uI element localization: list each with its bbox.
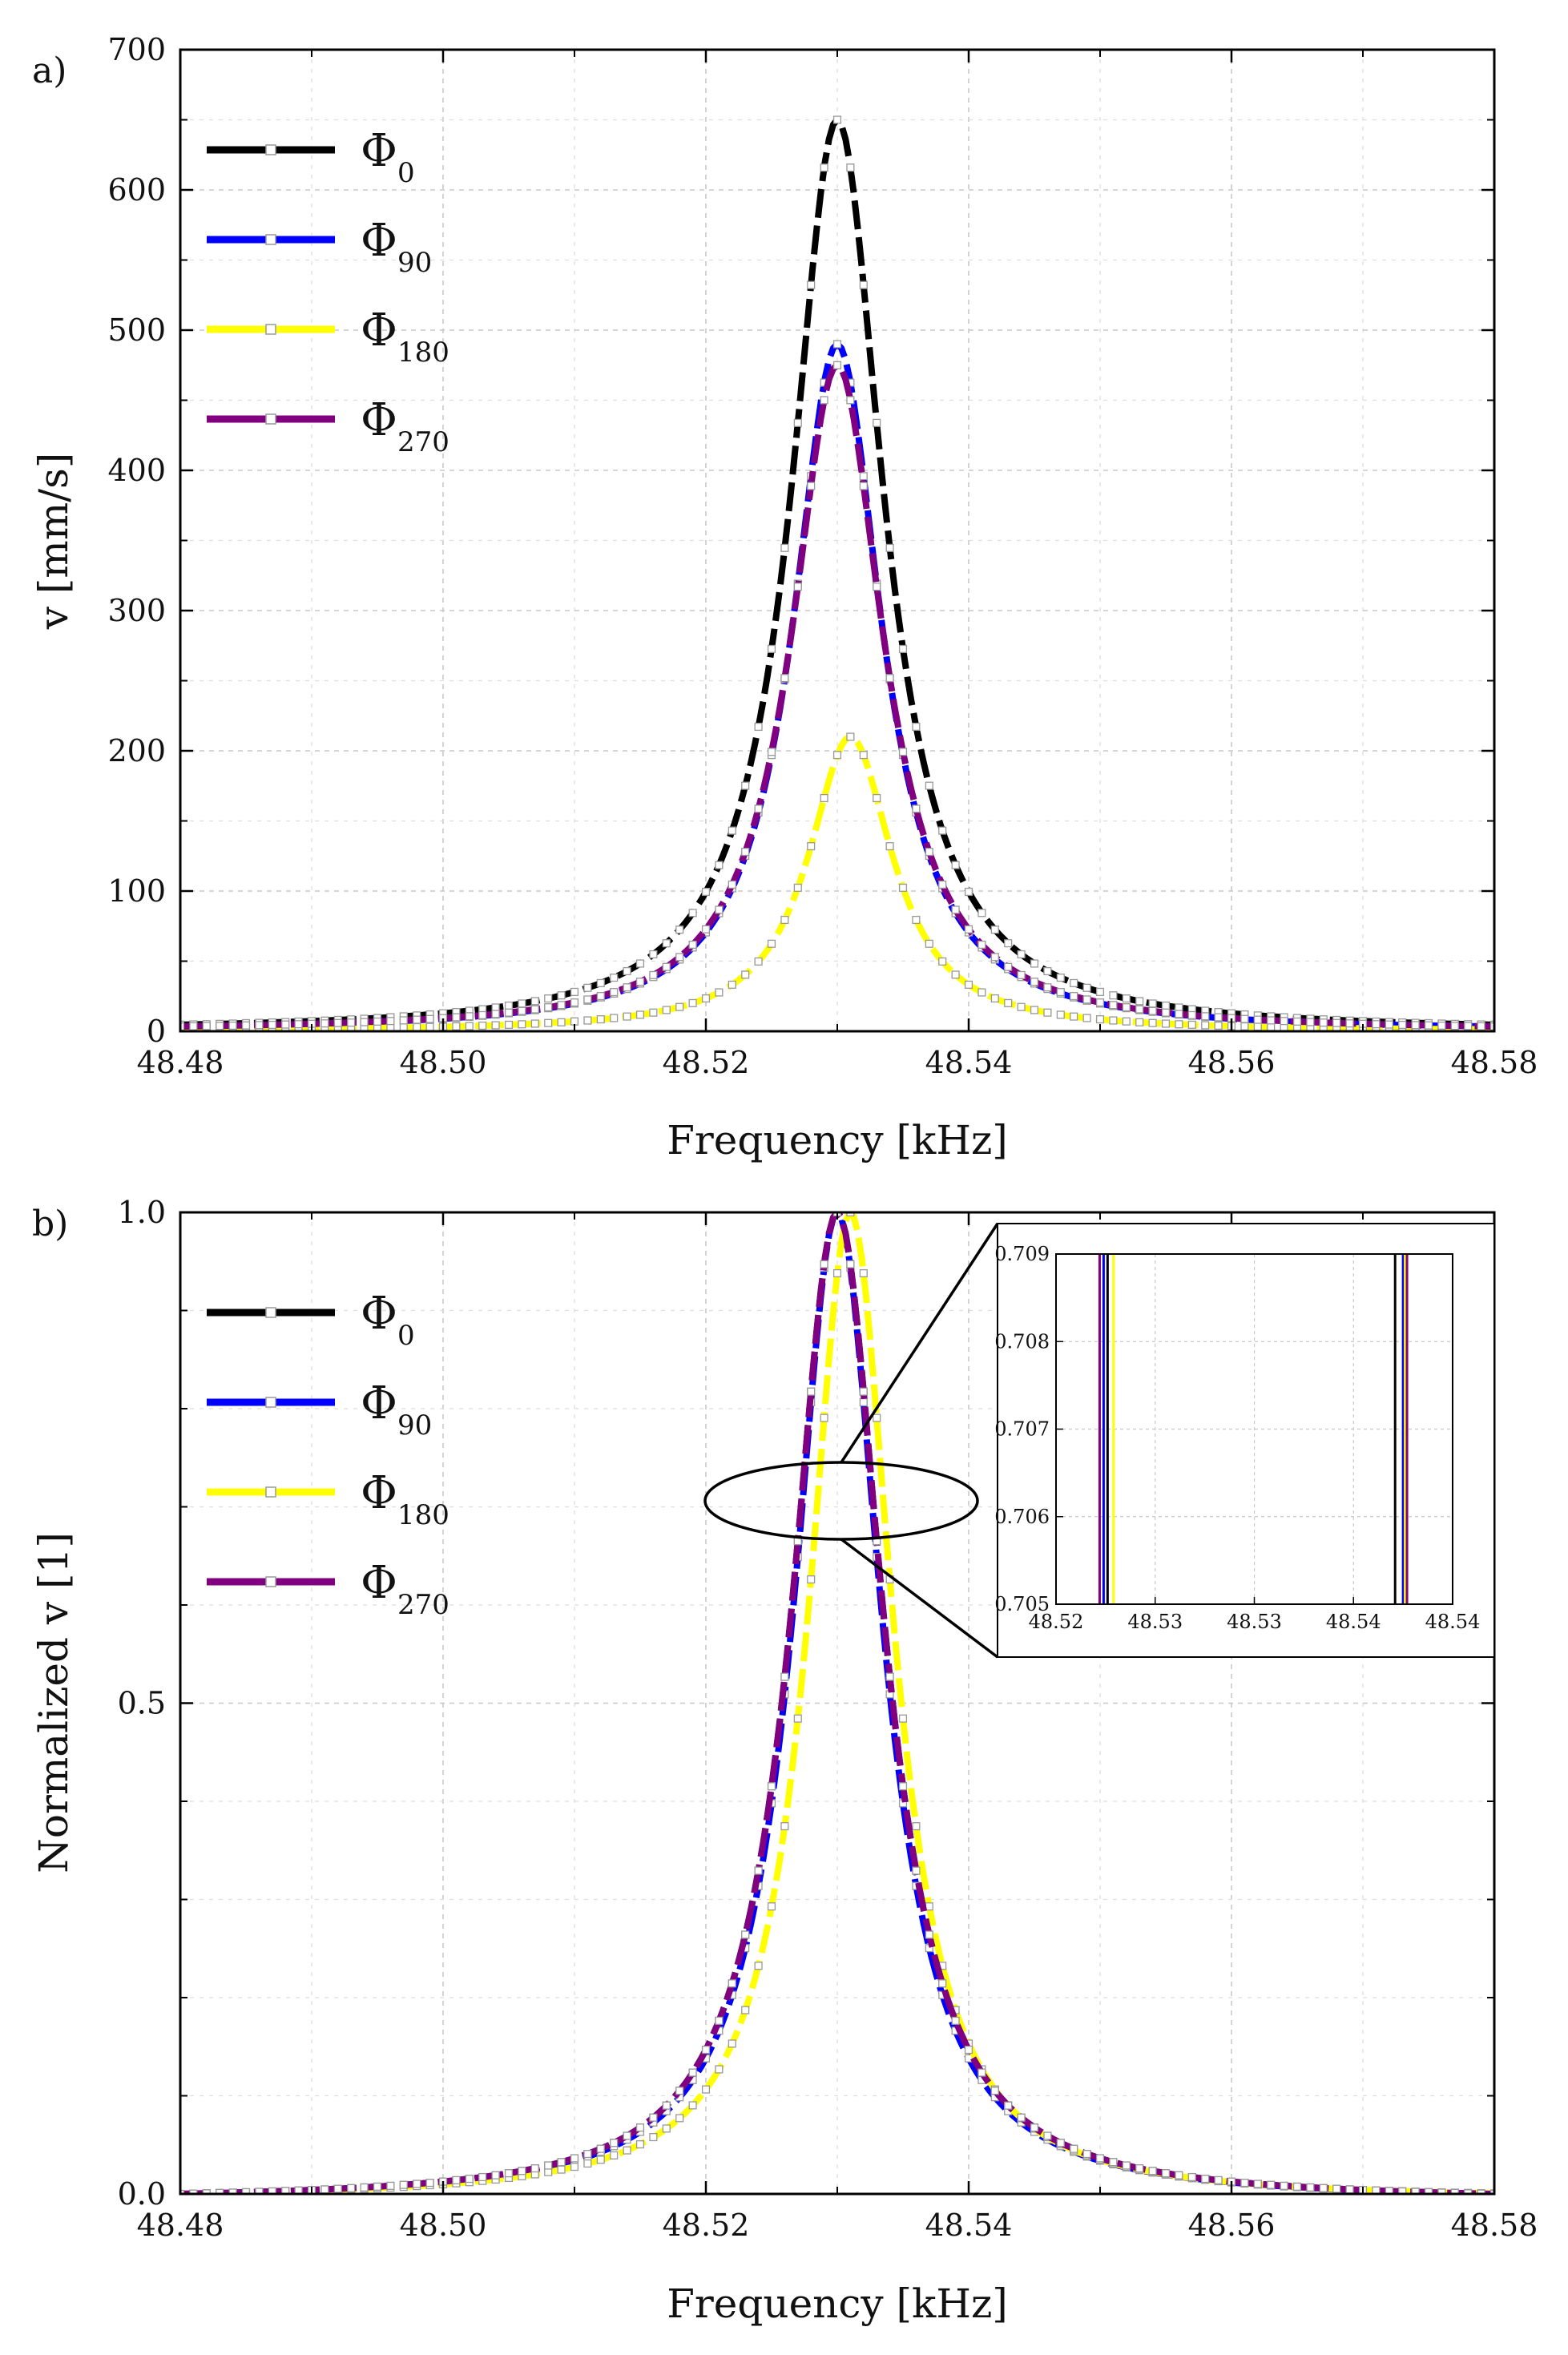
legend-marker (265, 413, 276, 425)
inset-ticks: 48.52 48.53 48.53 48.54 48.54 0.709 0.708 0.707… (994, 1243, 1480, 1633)
legend-label: Φ (361, 1557, 397, 1609)
x-tick-label: 48.54 (925, 1045, 1013, 1080)
legend-label: Φ (361, 304, 397, 357)
x-tick-label: 48.56 (1188, 1045, 1276, 1080)
panel-b-y-label: Normalized v [1] (30, 1532, 77, 1873)
legend-marker (265, 234, 276, 245)
legend-marker (265, 1576, 276, 1587)
legend-entry-270: Φ 270 (207, 1557, 449, 1621)
panel-a-x-label: Frequency [kHz] (667, 1117, 1008, 1163)
x-tick-label: 48.52 (663, 2208, 750, 2243)
legend-subscript: 180 (397, 337, 449, 369)
x-tick-label: 48.52 (663, 1045, 750, 1080)
inset-background (997, 1223, 1495, 1658)
inset-y-tick-label: 0.706 (994, 1506, 1050, 1528)
panel-a: a) 48.48 48.50 48.52 48.54 48.56 48.58 0 100 200… (30, 32, 1538, 1163)
panel-a-letter: a) (32, 50, 67, 91)
y-tick-label: 700 (107, 32, 166, 67)
legend-subscript: 0 (397, 1320, 415, 1352)
panel-a-ticks: 48.48 48.50 48.52 48.54 48.56 48.58 0 100 200 300… (107, 32, 1538, 1080)
zoom-connector-bottom (840, 1538, 999, 1659)
x-tick-label: 48.58 (1451, 1045, 1538, 1080)
legend-marker (265, 1486, 276, 1498)
inset-x-tick-label: 48.53 (1227, 1611, 1282, 1633)
panel-b-ticks: 48.48 48.50 48.52 48.54 48.56 48.58 0.0 0.5 1.0 (118, 1195, 1538, 2243)
legend-subscript: 90 (397, 1409, 432, 1442)
zoom-ellipse (703, 1461, 979, 1541)
x-tick-label: 48.48 (137, 1045, 224, 1080)
legend-subscript: 180 (397, 1499, 449, 1531)
legend-entry-90: Φ 90 (207, 215, 432, 279)
legend-subscript: 270 (397, 426, 449, 458)
legend-label: Φ (361, 394, 397, 446)
inset-y-tick-label: 0.709 (994, 1243, 1050, 1265)
inset-y-tick-label: 0.707 (994, 1418, 1050, 1441)
y-tick-label: 0.0 (118, 2176, 166, 2212)
panel-a-series (180, 115, 1494, 1031)
panel-b: b) 48.48 48.50 48.52 48.54 48.56 48.58 0.0 0.5 1… (30, 1195, 1538, 2327)
inset-lines (1098, 1254, 1409, 1604)
legend-subscript: 270 (397, 1589, 449, 1621)
legend-marker (265, 1307, 276, 1318)
x-tick-label: 48.58 (1451, 2208, 1538, 2243)
legend-label: Φ (361, 1467, 397, 1519)
panel-b-x-label: Frequency [kHz] (667, 2280, 1008, 2327)
y-tick-label: 0.5 (118, 1686, 166, 1721)
legend-label: Φ (361, 125, 397, 177)
x-tick-label: 48.50 (400, 2208, 487, 2243)
inset-x-tick-label: 48.54 (1425, 1611, 1481, 1633)
legend-label: Φ (361, 215, 397, 267)
inset-grid (1056, 1254, 1453, 1604)
legend-subscript: 90 (397, 247, 432, 279)
legend-marker (265, 144, 276, 155)
y-tick-label: 200 (107, 733, 166, 768)
inset-chart: 48.52 48.53 48.53 48.54 48.54 0.709 0.708 0.707… (994, 1223, 1495, 1658)
x-tick-label: 48.56 (1188, 2208, 1276, 2243)
legend-label: Φ (361, 1377, 397, 1430)
legend-entry-180: Φ 180 (207, 1467, 449, 1531)
panel-b-series (180, 1212, 1494, 2194)
legend-marker (265, 324, 276, 335)
legend-entry-90: Φ 90 (207, 1377, 432, 1442)
legend-subscript: 0 (397, 157, 415, 189)
inset-x-tick-label: 48.54 (1326, 1611, 1381, 1633)
y-tick-label: 300 (107, 593, 166, 628)
inset-x-tick-label: 48.53 (1127, 1611, 1183, 1633)
legend-entry-270: Φ 270 (207, 394, 449, 458)
y-tick-label: 100 (107, 873, 166, 909)
panel-b-letter: b) (32, 1204, 68, 1244)
x-tick-label: 48.50 (400, 1045, 487, 1080)
y-tick-label: 400 (107, 453, 166, 488)
inset-y-tick-label: 0.708 (994, 1330, 1050, 1353)
inset-x-tick-label: 48.52 (1029, 1611, 1084, 1633)
y-tick-label: 0 (147, 1014, 166, 1049)
panel-a-y-label: v [mm/s] (30, 453, 77, 630)
y-tick-label: 600 (107, 172, 166, 208)
legend-label: Φ (361, 1288, 397, 1340)
x-tick-label: 48.48 (137, 2208, 224, 2243)
y-tick-label: 500 (107, 313, 166, 348)
legend-entry-180: Φ 180 (207, 304, 449, 369)
legend-marker (265, 1397, 276, 1408)
y-tick-label: 1.0 (118, 1195, 166, 1230)
inset-y-tick-label: 0.705 (994, 1593, 1050, 1615)
panel-a-grid (180, 50, 1494, 1031)
x-tick-label: 48.54 (925, 2208, 1013, 2243)
zoom-connector-top (840, 1223, 999, 1463)
